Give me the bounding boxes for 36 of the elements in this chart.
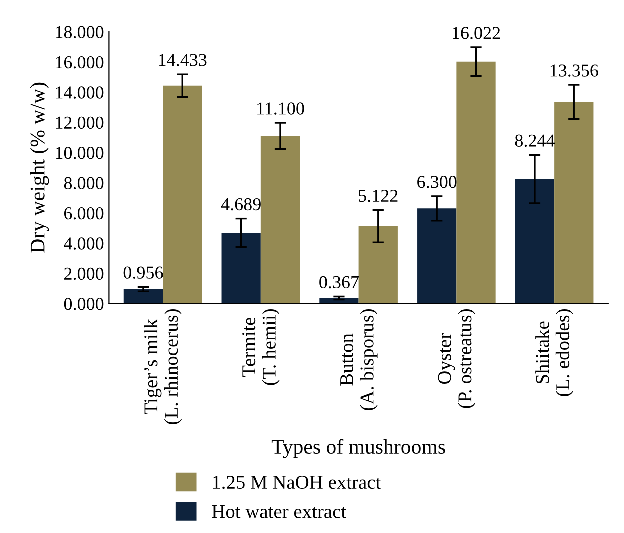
bar — [456, 62, 496, 304]
bar — [222, 233, 261, 304]
data-label: 13.356 — [550, 64, 598, 77]
data-label: 5.122 — [359, 190, 398, 202]
x-tick-label: Termite (T. hemii) — [242, 310, 280, 386]
data-label: 11.100 — [258, 102, 304, 115]
x-tick-label: Oyster (P. ostreatus) — [438, 310, 476, 408]
data-label: 0.367 — [320, 276, 360, 289]
bar — [163, 86, 202, 304]
x-axis-title: Types of mushrooms — [272, 439, 446, 458]
data-label: 4.689 — [221, 198, 261, 211]
y-tick-label: 2.000 — [64, 268, 104, 280]
bar — [358, 226, 398, 304]
y-tick-label: 14.000 — [56, 86, 104, 99]
y-tick-label: 16.000 — [56, 56, 104, 69]
data-label: 14.433 — [159, 54, 207, 66]
y-tick-label: 6.000 — [64, 207, 104, 220]
bar — [515, 179, 555, 304]
bar — [260, 136, 300, 304]
data-label: 16.022 — [453, 27, 500, 40]
data-label: 6.300 — [418, 176, 457, 188]
bar — [124, 289, 164, 304]
y-tick-label: 4.000 — [64, 238, 104, 250]
y-tick-label: 0.000 — [64, 298, 104, 310]
legend-label: 1.25 M NaOH extract — [213, 476, 382, 490]
x-tick-label: Shiitake (L. edodes) — [536, 310, 574, 396]
y-tick-label: 8.000 — [64, 177, 104, 190]
y-tick-label: 12.000 — [56, 116, 104, 130]
bar — [554, 102, 594, 304]
y-tick-label: 18.000 — [56, 26, 104, 38]
x-tick-label: Button (A. bisporus) — [340, 310, 378, 410]
legend-label: Hot water extract — [212, 505, 346, 518]
y-axis-title: Dry weight (% w/w) — [30, 82, 50, 254]
bar — [418, 208, 457, 304]
y-tick-label: 10.000 — [56, 147, 104, 160]
x-tick-label: Tiger’s milk (L. rhinocerus) — [144, 310, 182, 424]
